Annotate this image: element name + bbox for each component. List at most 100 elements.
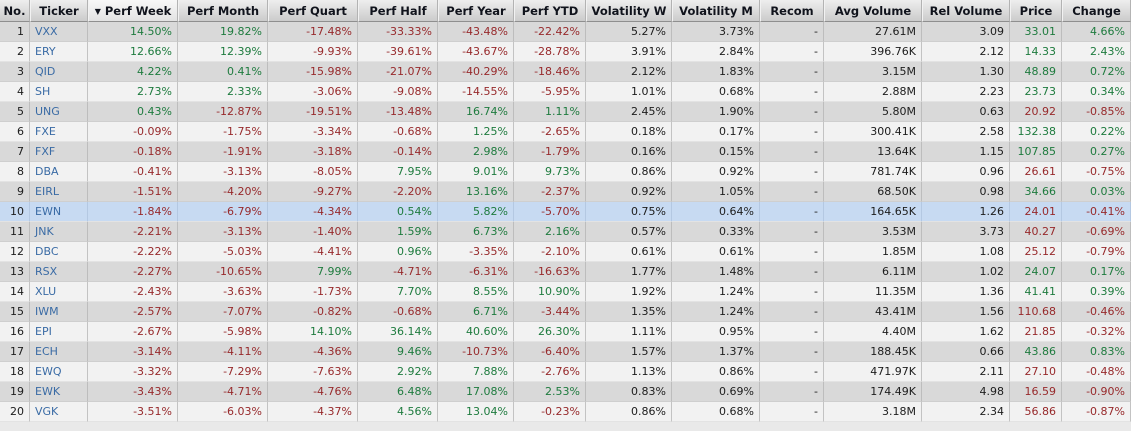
cell-ticker[interactable]: JNK	[30, 222, 88, 242]
column-header-no[interactable]: No.	[0, 0, 30, 22]
cell-ticker[interactable]: VGK	[30, 402, 88, 422]
column-header-perf-half[interactable]: Perf Half	[358, 0, 438, 22]
cell-perf-week: -2.57%	[88, 302, 178, 322]
cell-value: 3.09	[979, 25, 1005, 38]
ticker-link[interactable]: DBA	[35, 165, 59, 178]
cell-ticker[interactable]: EWN	[30, 202, 88, 222]
column-header-rel-volume[interactable]: Rel Volume	[922, 0, 1010, 22]
ticker-link[interactable]: VGK	[35, 405, 59, 418]
column-header-ticker[interactable]: Ticker	[30, 0, 88, 22]
cell-ticker[interactable]: EPI	[30, 322, 88, 342]
cell-avg-volume: 471.97K	[824, 362, 922, 382]
column-header-recom[interactable]: Recom	[760, 0, 824, 22]
ticker-link[interactable]: SH	[35, 85, 51, 98]
table-row[interactable]: 17 ECH -3.14% -4.11% -4.36% 9.46% -10.73% -6.40…	[0, 342, 1131, 362]
ticker-link[interactable]: EWN	[35, 205, 62, 218]
ticker-link[interactable]: EPI	[35, 325, 52, 338]
cell-value: 0.68%	[719, 85, 754, 98]
cell-ticker[interactable]: XLU	[30, 282, 88, 302]
ticker-link[interactable]: RSX	[35, 265, 58, 278]
ticker-link[interactable]: FXE	[35, 125, 56, 138]
ticker-link[interactable]: EWQ	[35, 365, 62, 378]
table-row[interactable]: 10 EWN -1.84% -6.79% -4.34% 0.54% 5.82% -5.70% 0…	[0, 202, 1131, 222]
cell-perf-half: -33.33%	[358, 22, 438, 42]
cell-ticker[interactable]: EIRL	[30, 182, 88, 202]
cell-ticker[interactable]: FXE	[30, 122, 88, 142]
ticker-link[interactable]: XLU	[35, 285, 57, 298]
ticker-link[interactable]: UNG	[35, 105, 60, 118]
table-row[interactable]: 12 DBC -2.22% -5.03% -4.41% 0.96% -3.35% -2.10%…	[0, 242, 1131, 262]
table-row[interactable]: 4 SH 2.73% 2.33% -3.06% -9.08% -14.55% -5.95% 1.…	[0, 82, 1131, 102]
table-row[interactable]: 20 VGK -3.51% -6.03% -4.37% 4.56% 13.04% -0.23%…	[0, 402, 1131, 422]
column-header-perf-quart[interactable]: Perf Quart	[268, 0, 358, 22]
ticker-link[interactable]: ECH	[35, 345, 58, 358]
cell-ticker[interactable]: RSX	[30, 262, 88, 282]
cell-ticker[interactable]: EWQ	[30, 362, 88, 382]
table-row[interactable]: 14 XLU -2.43% -3.63% -1.73% 7.70% 8.55% 10.90% 1…	[0, 282, 1131, 302]
table-row[interactable]: 2 ERY 12.66% 12.39% -9.93% -39.61% -43.67% -28.…	[0, 42, 1131, 62]
cell-no: 13	[0, 262, 30, 282]
table-row[interactable]: 1 VXX 14.50% 19.82% -17.48% -33.33% -43.48% -22…	[0, 22, 1131, 42]
table-row[interactable]: 13 RSX -2.27% -10.65% 7.99% -4.71% -6.31% -16.6…	[0, 262, 1131, 282]
cell-value: 7.99%	[317, 265, 352, 278]
cell-ticker[interactable]: EWK	[30, 382, 88, 402]
cell-value: -0.09%	[133, 125, 172, 138]
ticker-link[interactable]: IWM	[35, 305, 59, 318]
cell-value: -15.98%	[306, 65, 352, 78]
table-row[interactable]: 5 UNG 0.43% -12.87% -19.51% -13.48% 16.74% 1.11…	[0, 102, 1131, 122]
column-header-perf-week[interactable]: ▼ Perf Week	[88, 0, 178, 22]
cell-no: 18	[0, 362, 30, 382]
ticker-link[interactable]: FXF	[35, 145, 56, 158]
ticker-link[interactable]: DBC	[35, 245, 59, 258]
column-header-avg-volume[interactable]: Avg Volume	[824, 0, 922, 22]
cell-ticker[interactable]: DBA	[30, 162, 88, 182]
table-row[interactable]: 9 EIRL -1.51% -4.20% -9.27% -2.20% 13.16% -2.37…	[0, 182, 1131, 202]
column-header-change[interactable]: Change	[1062, 0, 1131, 22]
cell-avg-volume: 164.65K	[824, 202, 922, 222]
cell-perf-week: -1.51%	[88, 182, 178, 202]
ticker-link[interactable]: EWK	[35, 385, 61, 398]
cell-perf-half: -9.08%	[358, 82, 438, 102]
column-header-perf-year[interactable]: Perf Year	[438, 0, 514, 22]
column-header-perf-month[interactable]: Perf Month	[178, 0, 268, 22]
cell-ticker[interactable]: SH	[30, 82, 88, 102]
cell-value: 1.36	[979, 285, 1005, 298]
ticker-link[interactable]: EIRL	[35, 185, 59, 198]
cell-ticker[interactable]: VXX	[30, 22, 88, 42]
column-header-price[interactable]: Price	[1010, 0, 1062, 22]
cell-price: 41.41	[1010, 282, 1062, 302]
cell-ticker[interactable]: FXF	[30, 142, 88, 162]
cell-value: -39.61%	[386, 45, 432, 58]
cell-value: 20.92	[1024, 105, 1057, 118]
column-header-volatility-w[interactable]: Volatility W	[586, 0, 672, 22]
cell-no: 17	[0, 342, 30, 362]
cell-ticker[interactable]: DBC	[30, 242, 88, 262]
cell-ticker[interactable]: QID	[30, 62, 88, 82]
cell-ticker[interactable]: ECH	[30, 342, 88, 362]
table-row[interactable]: 11 JNK -2.21% -3.13% -1.40% 1.59% 6.73% 2.16% 0.…	[0, 222, 1131, 242]
ticker-link[interactable]: JNK	[35, 225, 54, 238]
table-row[interactable]: 16 EPI -2.67% -5.98% 14.10% 36.14% 40.60% 26.30…	[0, 322, 1131, 342]
table-row[interactable]: 8 DBA -0.41% -3.13% -8.05% 7.95% 9.01% 9.73% 0.8…	[0, 162, 1131, 182]
ticker-link[interactable]: ERY	[35, 45, 56, 58]
table-row[interactable]: 3 QID 4.22% 0.41% -15.98% -21.07% -40.29% -18.4…	[0, 62, 1131, 82]
cell-value: 1.24%	[719, 305, 754, 318]
cell-avg-volume: 174.49K	[824, 382, 922, 402]
cell-change: 0.39%	[1062, 282, 1131, 302]
cell-value: 2.88M	[882, 85, 916, 98]
table-row[interactable]: 18 EWQ -3.32% -7.29% -7.63% 2.92% 7.88% -2.76% 1…	[0, 362, 1131, 382]
ticker-link[interactable]: VXX	[35, 25, 58, 38]
cell-change: 0.03%	[1062, 182, 1131, 202]
cell-perf-quart: -4.76%	[268, 382, 358, 402]
cell-ticker[interactable]: UNG	[30, 102, 88, 122]
cell-ticker[interactable]: ERY	[30, 42, 88, 62]
table-row[interactable]: 6 FXE -0.09% -1.75% -3.34% -0.68% 1.25% -2.65% 0…	[0, 122, 1131, 142]
table-row[interactable]: 7 FXF -0.18% -1.91% -3.18% -0.14% 2.98% -1.79% 0…	[0, 142, 1131, 162]
table-row[interactable]: 15 IWM -2.57% -7.07% -0.82% -0.68% 6.71% -3.44%…	[0, 302, 1131, 322]
ticker-link[interactable]: QID	[35, 65, 56, 78]
cell-ticker[interactable]: IWM	[30, 302, 88, 322]
column-header-volatility-m[interactable]: Volatility M	[672, 0, 760, 22]
cell-perf-ytd: -2.37%	[514, 182, 586, 202]
column-header-perf-ytd[interactable]: Perf YTD	[514, 0, 586, 22]
table-row[interactable]: 19 EWK -3.43% -4.71% -4.76% 6.48% 17.08% 2.53% 0…	[0, 382, 1131, 402]
